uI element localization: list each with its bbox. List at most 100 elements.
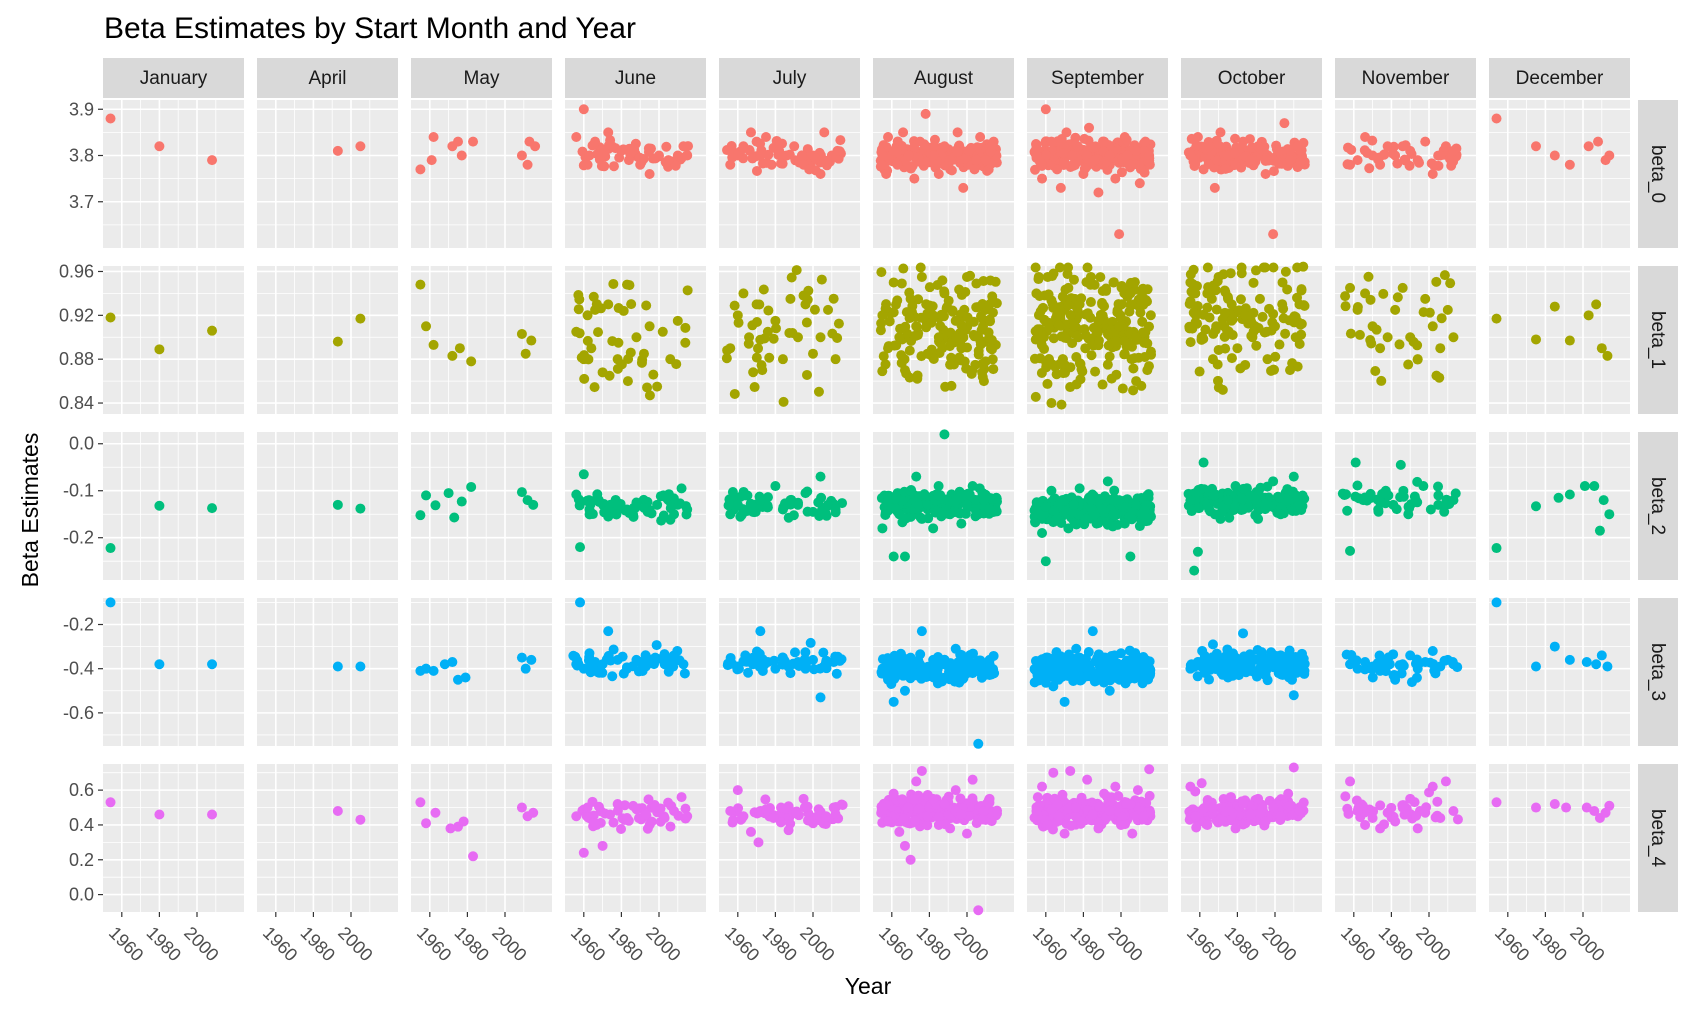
chart-title: Beta Estimates by Start Month and Year [104, 12, 636, 45]
data-point [1089, 155, 1100, 166]
x-tick-label: 1980 [1221, 923, 1263, 965]
data-point [526, 335, 537, 346]
data-point [977, 814, 988, 825]
data-point [1067, 150, 1078, 161]
data-point [1412, 354, 1423, 365]
data-point [1104, 150, 1115, 161]
data-point [1115, 313, 1126, 324]
y-tick-label: 0.4 [69, 815, 94, 835]
data-point [1185, 296, 1196, 307]
data-point [668, 493, 679, 504]
data-point [1275, 509, 1286, 520]
data-point [897, 794, 908, 805]
data-point [1040, 556, 1051, 567]
panel-april-beta-0 [257, 100, 398, 248]
x-tick-label: 1960 [1491, 923, 1533, 965]
data-point [1367, 672, 1378, 683]
data-point [933, 169, 944, 179]
data-point [978, 376, 989, 387]
data-point [1448, 145, 1459, 156]
data-point [1405, 332, 1416, 343]
data-point [960, 153, 971, 164]
data-point [956, 809, 967, 820]
data-point [332, 499, 343, 510]
strip-beta-0: beta_0 [1638, 100, 1678, 248]
data-point [819, 127, 830, 138]
data-point [962, 312, 973, 323]
data-point [733, 803, 744, 814]
data-point [939, 141, 950, 152]
x-tick-label: 1980 [913, 923, 955, 965]
data-point [753, 837, 764, 848]
data-point [1239, 310, 1250, 321]
data-point [1268, 802, 1279, 813]
data-point [1531, 501, 1541, 512]
data-point [922, 811, 933, 822]
data-point [950, 785, 961, 796]
data-point [1406, 677, 1417, 688]
data-point [1110, 781, 1121, 792]
data-point [1274, 339, 1285, 350]
data-point [640, 809, 651, 820]
data-point [1207, 354, 1218, 365]
data-point [1116, 167, 1127, 178]
data-point [876, 267, 887, 278]
strip-may: May [411, 58, 552, 98]
data-point [808, 150, 818, 161]
strip-january: January [103, 58, 244, 98]
data-point [678, 659, 689, 670]
data-point [748, 367, 759, 378]
data-point [1090, 366, 1101, 377]
panel-april-beta-1 [257, 266, 398, 414]
data-point [947, 305, 958, 316]
panel-september-beta-3 [1027, 598, 1168, 746]
data-point [1253, 513, 1264, 524]
panel-november-beta-3 [1335, 598, 1476, 746]
data-point [898, 263, 909, 274]
data-point [916, 513, 927, 524]
data-point [987, 354, 998, 365]
data-point [1445, 154, 1456, 165]
data-point [1054, 262, 1065, 273]
x-tick-label: 2000 [1566, 923, 1608, 965]
data-point [1042, 271, 1053, 282]
data-point [916, 626, 927, 637]
data-point [980, 155, 991, 166]
data-point [1138, 811, 1149, 822]
data-point [1375, 159, 1386, 170]
data-point [952, 146, 963, 157]
data-point [877, 802, 888, 813]
data-point [1097, 310, 1108, 321]
data-point [1131, 145, 1142, 156]
data-point [1094, 801, 1105, 812]
data-point [642, 382, 653, 393]
data-point [1122, 150, 1133, 161]
data-point [644, 819, 655, 830]
data-point [682, 811, 693, 822]
data-point [911, 321, 922, 332]
data-point [1352, 480, 1363, 491]
data-point [1110, 173, 1121, 184]
data-point [1044, 323, 1055, 334]
data-point [975, 132, 986, 142]
data-point [891, 340, 902, 351]
data-point [762, 657, 773, 668]
data-point [597, 367, 608, 378]
data-point [1448, 495, 1459, 506]
panel-october-beta-0 [1181, 100, 1322, 248]
data-point [1418, 481, 1429, 492]
data-point [1144, 150, 1155, 161]
data-point [1053, 811, 1064, 822]
data-point [913, 804, 924, 815]
data-point [973, 509, 984, 520]
data-point [1071, 643, 1082, 654]
data-point [1376, 375, 1387, 386]
data-point [1581, 657, 1592, 668]
data-point [1227, 330, 1238, 341]
data-point [1491, 597, 1502, 608]
data-point [1266, 647, 1277, 658]
strip-august: August [873, 58, 1014, 98]
data-point [950, 332, 961, 343]
data-point [745, 826, 756, 837]
data-point [636, 357, 647, 368]
